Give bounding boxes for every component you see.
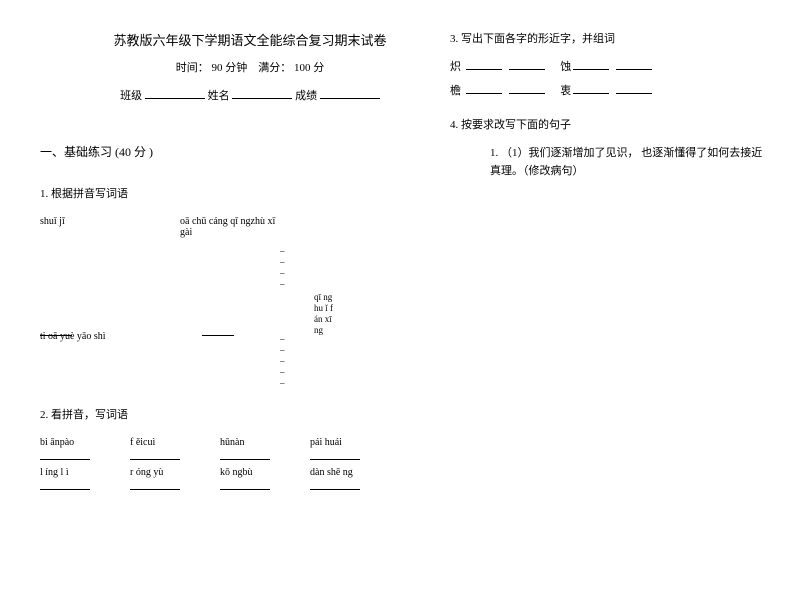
- question-2: 2. 看拼音，写词语: [40, 406, 420, 422]
- q2-blank-8[interactable]: [310, 489, 360, 490]
- q2-r2c1: l íng l ì: [40, 467, 130, 478]
- q3-char-4: 衷: [560, 85, 571, 97]
- question-4: 4. 按要求改写下面的句子: [450, 116, 770, 132]
- name-label: 姓名: [208, 90, 230, 102]
- q3-blank-3b[interactable]: [509, 93, 545, 94]
- q3-blank-2a[interactable]: [573, 69, 609, 70]
- q1-pinyin-3: ti oā yuè yāo shì: [40, 331, 180, 386]
- grade-blank[interactable]: [320, 98, 380, 99]
- q3-blank-1b[interactable]: [509, 69, 545, 70]
- q1-blank-2[interactable]: [202, 292, 234, 336]
- q3-blank-4a[interactable]: [573, 93, 609, 94]
- class-label: 班级: [120, 90, 142, 102]
- q1-vertical-dashes-1: ____: [280, 243, 300, 287]
- q2-r1c1: bi ānpào: [40, 437, 130, 448]
- q2-blank-2[interactable]: [130, 459, 180, 460]
- q2-r2c2: r óng yù: [130, 467, 220, 478]
- q2-r1c4: pái huái: [310, 437, 400, 448]
- name-blank[interactable]: [232, 98, 292, 99]
- q2-blank-5[interactable]: [40, 489, 90, 490]
- q3-line-2: 檐 衷: [450, 82, 770, 98]
- q3-blank-2b[interactable]: [616, 69, 652, 70]
- q2-pinyin-row-1: bi ānpào f ěicuì hūnàn pái huái: [40, 437, 420, 448]
- q2-r1c2: f ěicuì: [130, 437, 220, 448]
- q2-r2c4: dàn shē ng: [310, 467, 400, 478]
- exam-subtitle: 时间： 90 分钟 满分： 100 分: [80, 59, 420, 75]
- class-blank[interactable]: [145, 98, 205, 99]
- q2-pinyin-row-2: l íng l ì r óng yù kō ngbù dàn shē ng: [40, 467, 420, 478]
- full-label: 满分：: [258, 62, 291, 74]
- q2-r1c3: hūnàn: [220, 437, 310, 448]
- q3-char-1: 炽: [450, 61, 461, 73]
- q2-blank-row-2: [40, 482, 420, 493]
- q1-pinyin-1: shuǐ jī: [40, 216, 180, 238]
- q2-r2c3: kō ngbù: [220, 467, 310, 478]
- q1-pinyin-2: oā chū cáng qī ngzhù xī gài: [180, 216, 280, 238]
- q3-line-1: 炽 蚀: [450, 58, 770, 74]
- q1-vertical-dashes-2: _____: [280, 331, 300, 386]
- q3-char-3: 檐: [450, 85, 461, 97]
- student-info: 班级 姓名 成绩: [80, 87, 420, 103]
- q2-blank-7[interactable]: [220, 489, 270, 490]
- time-value: 90 分钟: [212, 62, 248, 74]
- question-3: 3. 写出下面各字的形近字，并组词: [450, 30, 770, 46]
- q4-sub-1: 1. （1）我们逐渐增加了见识， 也逐渐懂得了如何去接近真理。（修改病句）: [490, 144, 770, 180]
- q1-blank-1[interactable]: [40, 292, 72, 336]
- q2-blank-3[interactable]: [220, 459, 270, 460]
- q3-blank-4b[interactable]: [616, 93, 652, 94]
- section-1-header: 一、基础练习 (40 分 ): [40, 143, 420, 160]
- q2-blank-row-1: [40, 452, 420, 463]
- q2-blank-4[interactable]: [310, 459, 360, 460]
- q1-vertical-text: qī ng hu ǐ f án xī ng: [314, 292, 334, 336]
- q3-blank-1a[interactable]: [466, 69, 502, 70]
- q2-blank-1[interactable]: [40, 459, 90, 460]
- q3-blank-3a[interactable]: [466, 93, 502, 94]
- question-1: 1. 根据拼音写词语: [40, 185, 420, 201]
- q3-char-2: 蚀: [560, 61, 571, 73]
- exam-title: 苏教版六年级下学期语文全能综合复习期末试卷: [80, 30, 420, 49]
- q2-blank-6[interactable]: [130, 489, 180, 490]
- time-label: 时间：: [176, 62, 209, 74]
- full-value: 100 分: [294, 62, 324, 74]
- grade-label: 成绩: [295, 90, 317, 102]
